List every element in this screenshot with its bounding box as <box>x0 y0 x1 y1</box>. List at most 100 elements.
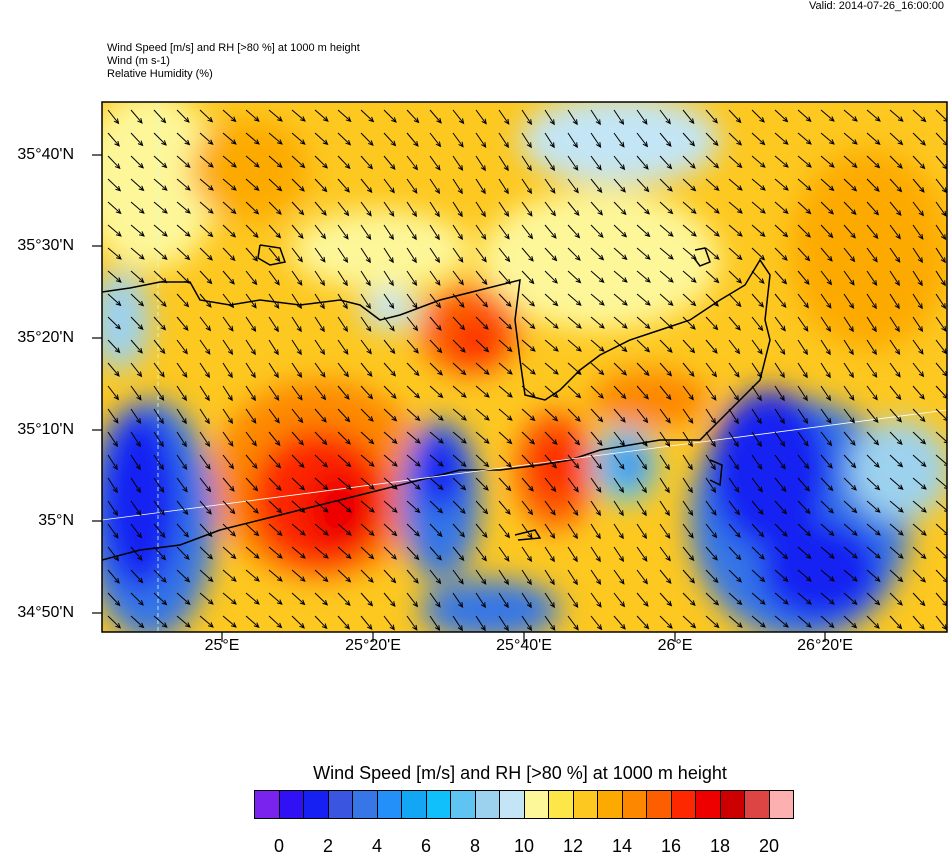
wind-arrow <box>521 293 536 307</box>
wind-arrow <box>337 178 350 193</box>
wind-arrow <box>590 408 604 423</box>
wind-arrow <box>406 546 420 561</box>
wind-arrow <box>360 362 373 378</box>
wind-arrow <box>682 615 697 629</box>
wind-arrow <box>889 569 904 583</box>
wind-arrow <box>682 362 695 377</box>
wind-arrow <box>107 224 122 237</box>
wind-arrow <box>866 569 881 582</box>
wind-arrow <box>797 546 812 560</box>
wind-arrow <box>176 155 191 168</box>
wind-arrow <box>268 385 280 401</box>
wind-arrow <box>866 615 880 629</box>
wind-arrow <box>107 155 121 170</box>
wind-arrow <box>291 500 306 514</box>
wind-arrow <box>521 569 532 586</box>
wind-arrow <box>475 293 489 308</box>
wind-arrow <box>590 316 605 329</box>
wind-arrow <box>498 270 511 285</box>
wind-arrow <box>659 546 671 562</box>
wind-arrow <box>866 132 881 145</box>
wind-arrow <box>912 178 925 193</box>
wind-arrow <box>314 454 329 468</box>
wind-arrow <box>314 477 329 491</box>
wind-arrow <box>245 293 257 309</box>
wind-arrow <box>544 385 559 399</box>
wind-arrow <box>360 270 371 287</box>
wind-arrow <box>774 431 786 447</box>
wind-arrow <box>383 201 395 217</box>
wind-arrow <box>360 500 375 513</box>
wind-arrow <box>820 523 835 537</box>
wind-arrow <box>268 270 280 286</box>
wind-arrow <box>866 431 880 446</box>
wind-arrow <box>613 132 625 148</box>
wind-arrow <box>843 270 855 286</box>
wind-arrow <box>429 293 442 309</box>
wind-arrow <box>912 224 924 240</box>
wind-arrow <box>337 546 352 560</box>
colorbar-swatch <box>549 791 574 818</box>
wind-arrow <box>636 293 651 306</box>
wind-arrow <box>843 155 858 169</box>
wind-arrow <box>636 477 647 494</box>
wind-arrow <box>682 178 697 192</box>
wind-arrow <box>705 569 719 584</box>
wind-arrow <box>613 270 628 283</box>
wind-arrow <box>659 201 674 215</box>
wind-arrow <box>222 500 236 515</box>
wind-arrow <box>820 431 833 447</box>
wind-arrow <box>544 615 556 631</box>
wind-arrow <box>245 132 260 145</box>
wind-arrow <box>774 592 789 605</box>
wind-arrow <box>429 592 441 608</box>
wind-arrow <box>728 201 743 214</box>
wind-arrow <box>820 224 834 239</box>
wind-arrow <box>613 178 626 193</box>
wind-arrow <box>475 362 490 375</box>
wind-arrow <box>222 224 237 238</box>
wind-arrow <box>383 270 394 287</box>
wind-arrow <box>291 569 306 582</box>
wind-arrow <box>636 270 651 283</box>
wind-arrow <box>291 431 304 446</box>
wind-arrow <box>107 477 118 494</box>
wind-arrow <box>406 247 417 264</box>
wind-arrow <box>613 454 625 470</box>
wind-arrow <box>475 569 487 585</box>
wind-arrow <box>452 247 464 263</box>
wind-arrow <box>429 316 442 331</box>
wind-arrow <box>452 178 463 195</box>
wind-arrow <box>728 270 743 284</box>
wind-arrow <box>935 109 947 122</box>
colorbar-swatch <box>451 791 476 818</box>
wind-arrow <box>498 362 513 375</box>
wind-arrow <box>245 270 258 286</box>
wind-arrow <box>360 132 374 146</box>
wind-arrow <box>912 431 927 445</box>
wind-arrow <box>429 500 444 514</box>
wind-arrow <box>314 500 329 513</box>
wind-arrow <box>245 408 257 424</box>
title-wind: Wind (m s-1) <box>107 55 170 67</box>
wind-arrow <box>636 132 649 148</box>
wind-arrow <box>199 500 212 515</box>
wind-arrow <box>636 339 651 353</box>
wind-arrow <box>774 477 787 493</box>
wind-arrow <box>820 592 835 605</box>
wind-arrow <box>728 615 743 628</box>
wind-arrow <box>820 385 832 402</box>
wind-speed-field <box>102 102 947 632</box>
wind-arrow <box>291 615 305 629</box>
wind-arrow <box>337 247 349 264</box>
wind-arrow <box>452 270 464 286</box>
wind-arrow <box>314 523 329 536</box>
wind-arrow <box>521 224 534 240</box>
wind-arrow <box>176 592 191 606</box>
wind-arrow <box>705 270 720 284</box>
wind-arrow <box>797 109 812 123</box>
wind-arrow <box>199 339 211 355</box>
wind-arrow <box>636 109 648 125</box>
wind-arrow <box>912 615 925 630</box>
wind-arrow <box>153 546 167 561</box>
